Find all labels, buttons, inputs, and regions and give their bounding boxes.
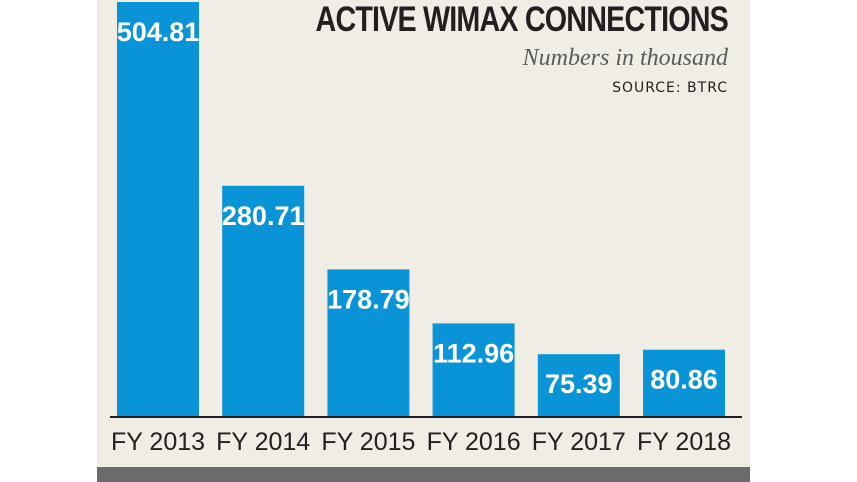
data-label: 112.96 [433, 338, 514, 368]
data-label: 75.39 [545, 369, 613, 399]
bar-fy-2015 [327, 269, 410, 416]
x-tick-label: FY 2016 [427, 428, 521, 456]
chart-source: SOURCE: BTRC [612, 80, 728, 96]
footer-bar [97, 467, 750, 482]
data-label: 504.81 [117, 17, 200, 47]
bar-fy-2016 [432, 323, 515, 416]
x-tick-label: FY 2014 [216, 428, 310, 456]
x-tick-label: FY 2013 [111, 428, 205, 456]
bar-fy-2013 [117, 2, 199, 416]
data-label: 178.79 [327, 284, 410, 314]
bar-fy-2014 [222, 185, 305, 416]
chart-subtitle: Numbers in thousand [522, 45, 728, 71]
x-tick-label: FY 2015 [321, 428, 415, 456]
bar-fy-2017 [537, 354, 620, 416]
chart-title: ACTIVE WIMAX CONNECTIONS [315, 0, 729, 39]
x-tick-label: FY 2017 [532, 428, 626, 456]
x-tick-label: FY 2018 [637, 428, 731, 456]
bar-fy-2018 [643, 349, 725, 416]
data-label: 80.86 [650, 365, 718, 395]
data-label: 280.71 [222, 201, 305, 231]
chart-background-panel [97, 0, 750, 482]
